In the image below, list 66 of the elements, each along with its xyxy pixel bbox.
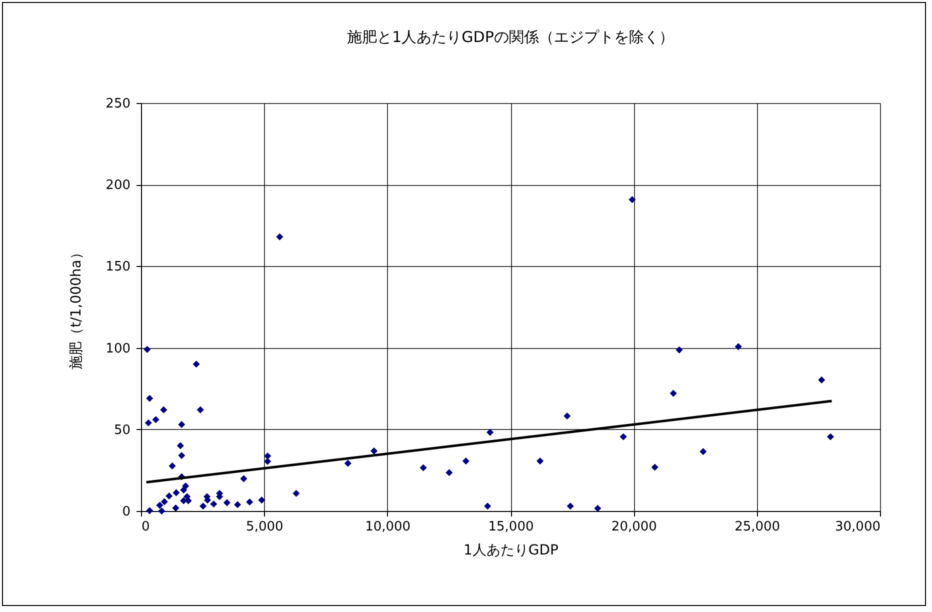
x-tick-label: 5,000 <box>246 520 284 534</box>
point <box>628 196 636 204</box>
point <box>566 502 574 510</box>
point <box>172 504 180 512</box>
point <box>700 448 707 456</box>
point <box>152 416 160 424</box>
point <box>651 464 658 471</box>
x-tick-label: 0 <box>142 520 150 534</box>
point <box>172 489 180 496</box>
x-tick-label: 25,000 <box>734 520 780 534</box>
point <box>292 490 300 497</box>
y-tick-label: 50 <box>114 422 130 438</box>
point <box>276 233 284 240</box>
point <box>420 464 427 472</box>
point <box>264 458 272 465</box>
y-tick-label: 100 <box>106 341 130 356</box>
point <box>200 502 207 510</box>
point <box>826 433 834 440</box>
x-tick-label: 15,000 <box>488 520 534 534</box>
x-axis-title: 1人あたりGDP <box>464 542 558 558</box>
point <box>246 498 254 506</box>
y-tick-label: 200 <box>106 178 130 194</box>
point <box>156 502 164 509</box>
point <box>264 452 272 460</box>
point <box>620 433 627 440</box>
point <box>594 504 602 512</box>
point <box>176 442 184 450</box>
point <box>160 498 168 506</box>
y-tick-label: 150 <box>106 260 130 275</box>
point <box>818 376 826 384</box>
point <box>234 501 242 508</box>
point <box>484 502 492 510</box>
x-tick-label: 10,000 <box>365 520 411 534</box>
point <box>210 500 218 508</box>
point <box>168 462 176 470</box>
point <box>223 499 231 506</box>
point <box>258 496 266 504</box>
point <box>370 447 378 454</box>
point <box>344 460 352 467</box>
y-tick-label: 0 <box>122 504 130 520</box>
point <box>734 343 742 350</box>
point <box>240 475 248 482</box>
point <box>144 419 152 426</box>
y-axis-title: 施肥（t/1,000ha） <box>68 246 85 370</box>
point <box>676 346 683 354</box>
point <box>196 406 204 414</box>
point <box>178 452 186 460</box>
point <box>564 412 571 420</box>
point <box>178 420 186 428</box>
point <box>160 406 168 414</box>
y-tick-label: 250 <box>106 96 130 112</box>
point <box>486 428 494 436</box>
point <box>144 346 151 353</box>
point <box>180 486 188 494</box>
point <box>670 390 677 397</box>
point <box>446 469 453 476</box>
point <box>166 492 173 500</box>
x-tick-label: 20,000 <box>611 520 657 534</box>
point <box>146 394 154 402</box>
point <box>158 507 166 515</box>
point <box>462 458 470 465</box>
chart-title: 施肥と1人あたりGDPの関係（エジプトを除く） <box>347 28 674 46</box>
point <box>536 458 544 465</box>
point <box>146 507 154 514</box>
x-tick-label: 30,000 <box>835 520 880 534</box>
point <box>192 360 200 368</box>
